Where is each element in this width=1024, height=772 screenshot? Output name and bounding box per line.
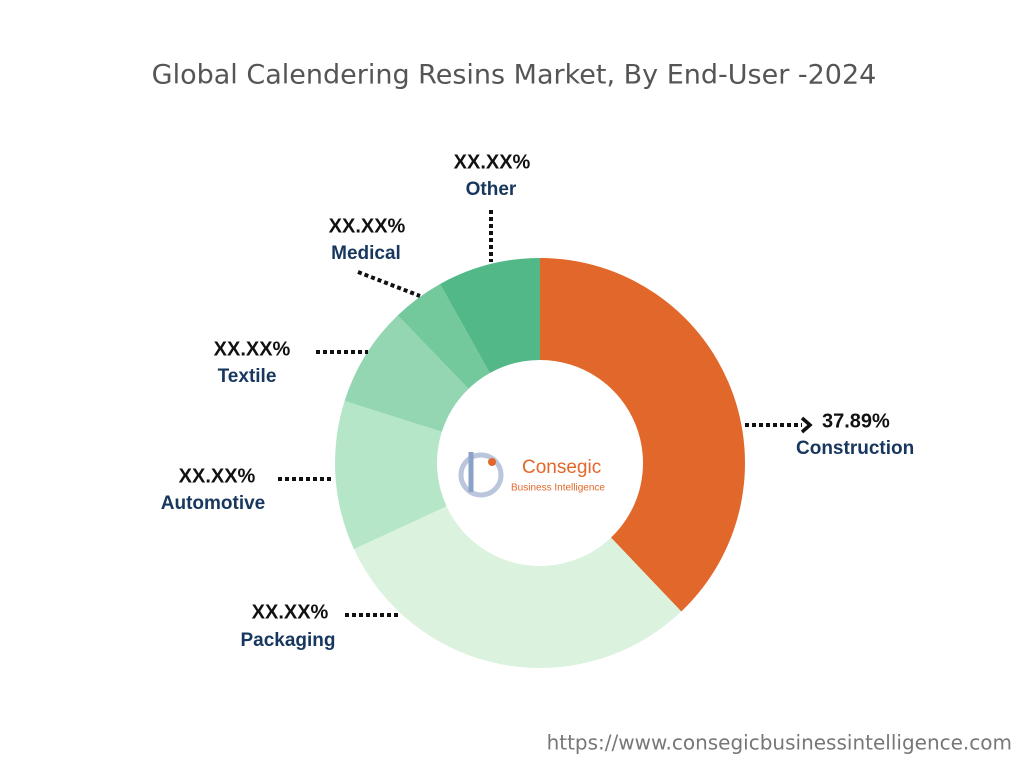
logo: Consegic Business Intelligence: [458, 452, 605, 498]
leader-arrow: [800, 416, 813, 434]
value-label: XX.XX%: [214, 338, 291, 360]
category-label: Textile: [218, 366, 277, 387]
value-label: XX.XX%: [454, 151, 531, 173]
value-label: XX.XX%: [252, 601, 329, 623]
category-label: Other: [466, 179, 517, 200]
category-label: Medical: [331, 243, 401, 264]
slice: [397, 283, 490, 389]
category-label: Construction: [796, 438, 914, 459]
value-label: XX.XX%: [179, 465, 256, 487]
leader-line: [357, 270, 421, 298]
logo-name: Consegic: [522, 457, 601, 478]
slices: [335, 258, 745, 668]
source-url: https://www.consegicbusinessintelligence…: [547, 731, 1012, 755]
logo-dot: [488, 458, 496, 466]
slice: [353, 506, 682, 668]
chart-title: Global Calendering Resins Market, By End…: [152, 60, 877, 91]
logo-tagline: Business Intelligence: [511, 483, 605, 494]
slice: [335, 400, 447, 550]
value-label: XX.XX%: [329, 215, 406, 237]
slice: [440, 258, 540, 374]
category-label: Packaging: [240, 630, 335, 651]
category-label: Automotive: [161, 493, 266, 514]
value-label: 37.89%: [822, 410, 890, 432]
slice: [344, 315, 469, 432]
slice: [540, 258, 745, 612]
logo-ring: [458, 452, 504, 498]
